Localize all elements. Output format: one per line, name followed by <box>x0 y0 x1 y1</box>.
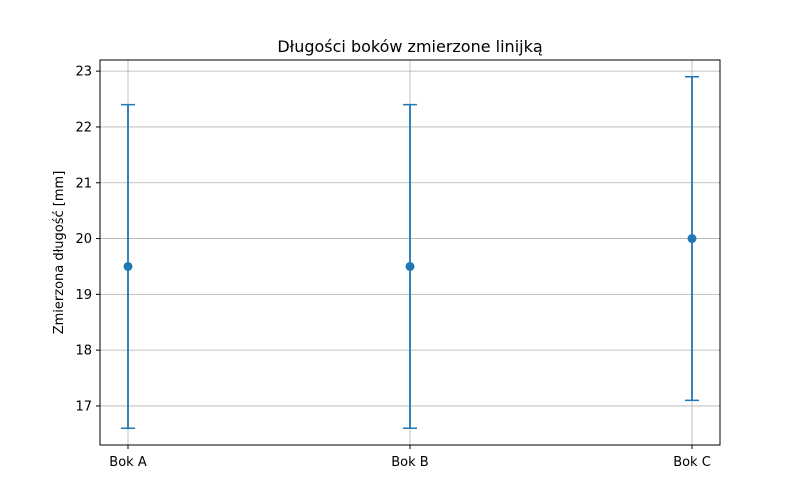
data-marks <box>121 75 699 430</box>
data-point <box>123 261 133 271</box>
x-tick-label: Bok A <box>109 455 147 470</box>
y-tick-label: 23 <box>75 65 92 80</box>
x-tick-label: Bok B <box>391 455 428 470</box>
y-axis-ticks: 17 18 19 20 21 22 23 <box>75 65 100 414</box>
y-tick-label: 17 <box>75 399 92 414</box>
chart-title: Długości boków zmierzone linijką <box>277 37 542 56</box>
y-tick-label: 20 <box>75 232 92 247</box>
y-tick-label: 19 <box>75 288 92 303</box>
y-tick-label: 21 <box>75 176 92 191</box>
y-tick-label: 22 <box>75 120 92 135</box>
data-point <box>405 261 415 271</box>
y-axis-label: Zmierzona długość [mm] <box>52 171 67 335</box>
data-point <box>687 234 697 244</box>
y-tick-label: 18 <box>75 344 92 359</box>
x-tick-label: Bok C <box>673 455 711 470</box>
x-axis-ticks: Bok A Bok B Bok C <box>109 445 711 470</box>
